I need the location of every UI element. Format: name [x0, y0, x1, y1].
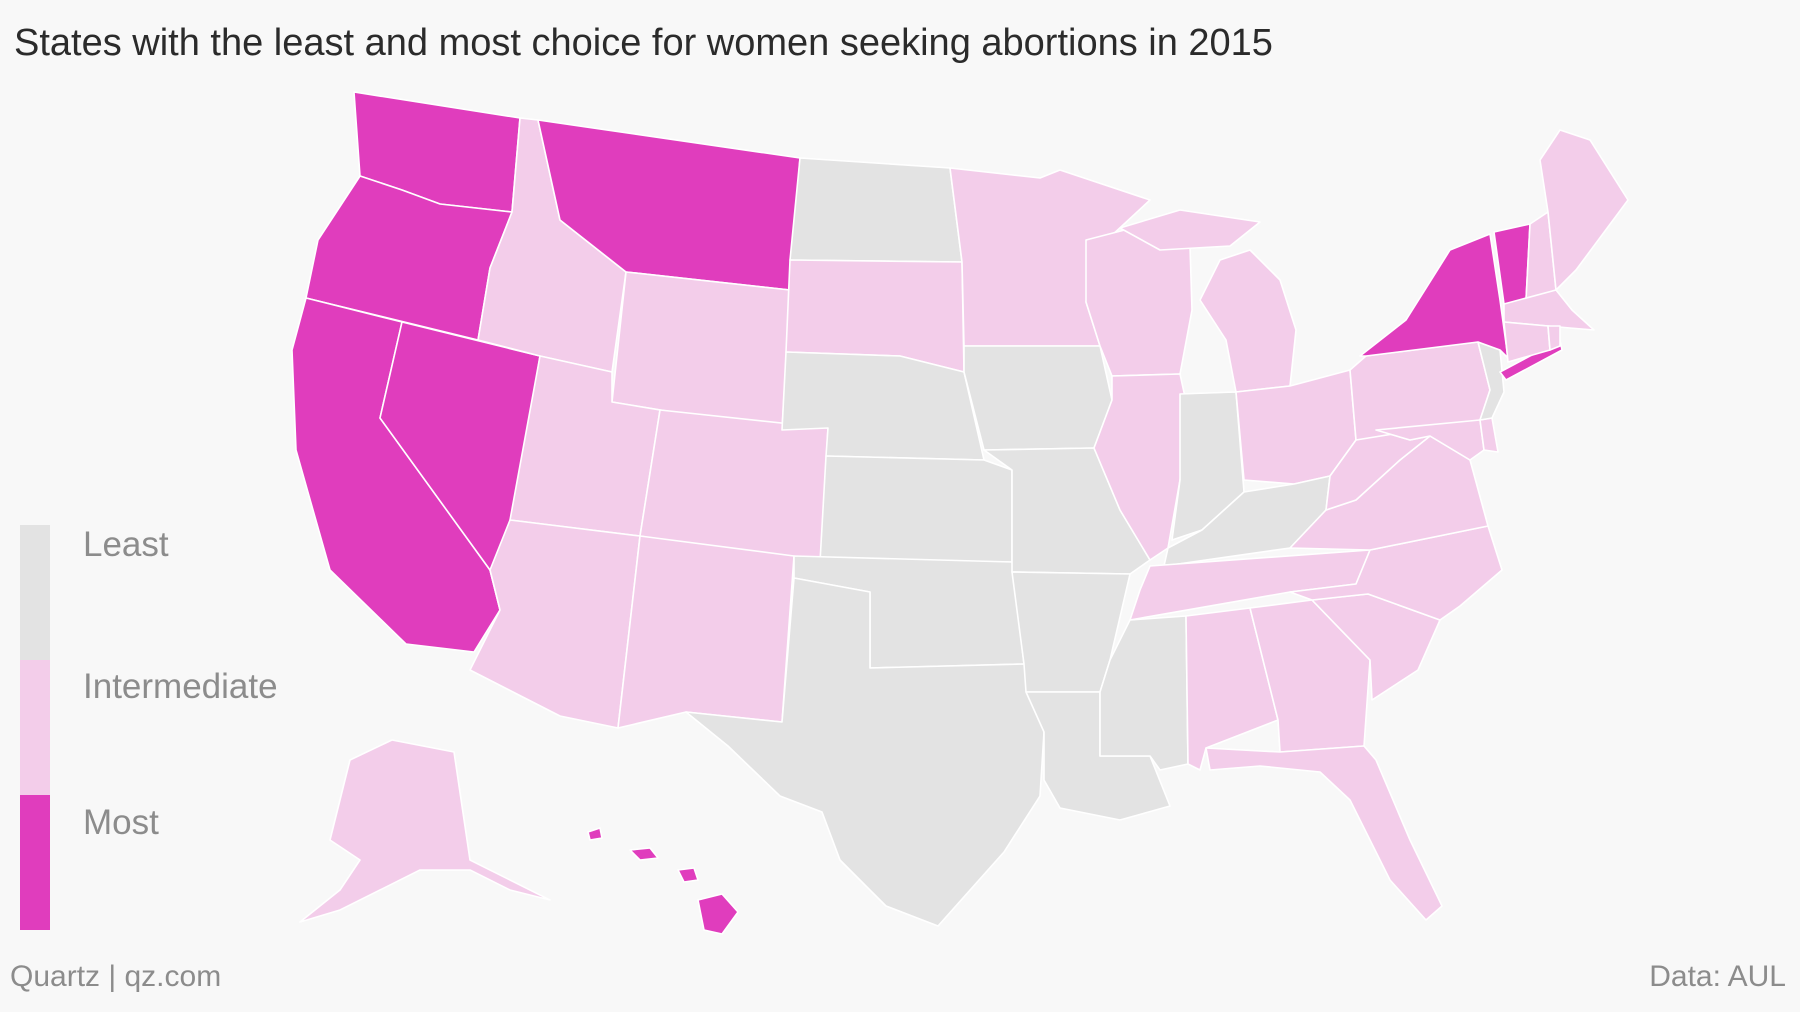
- state-IA: [963, 345, 1113, 451]
- state-HI: [587, 827, 739, 935]
- state-ND: [789, 157, 963, 263]
- legend-swatch-most: [20, 795, 50, 930]
- legend-label-intermediate: Intermediate: [83, 667, 278, 706]
- legend-label-least: Least: [83, 525, 169, 564]
- state-FL: [1205, 745, 1443, 921]
- chart-title: States with the least and most choice fo…: [14, 22, 1273, 64]
- state-ME: [1539, 129, 1629, 291]
- state-RI: [1547, 325, 1561, 351]
- state-NM: [617, 535, 795, 729]
- legend-swatch-intermediate: [20, 660, 50, 795]
- legend-label-most: Most: [83, 803, 159, 842]
- state-KS: [819, 455, 1013, 563]
- state-AK: [299, 739, 551, 923]
- source-credit: Quartz | qz.com: [10, 960, 222, 993]
- state-MI: [1119, 209, 1297, 393]
- state-NC: [1289, 525, 1503, 621]
- legend-swatch-least: [20, 525, 50, 660]
- data-source: Data: AUL: [1649, 960, 1786, 993]
